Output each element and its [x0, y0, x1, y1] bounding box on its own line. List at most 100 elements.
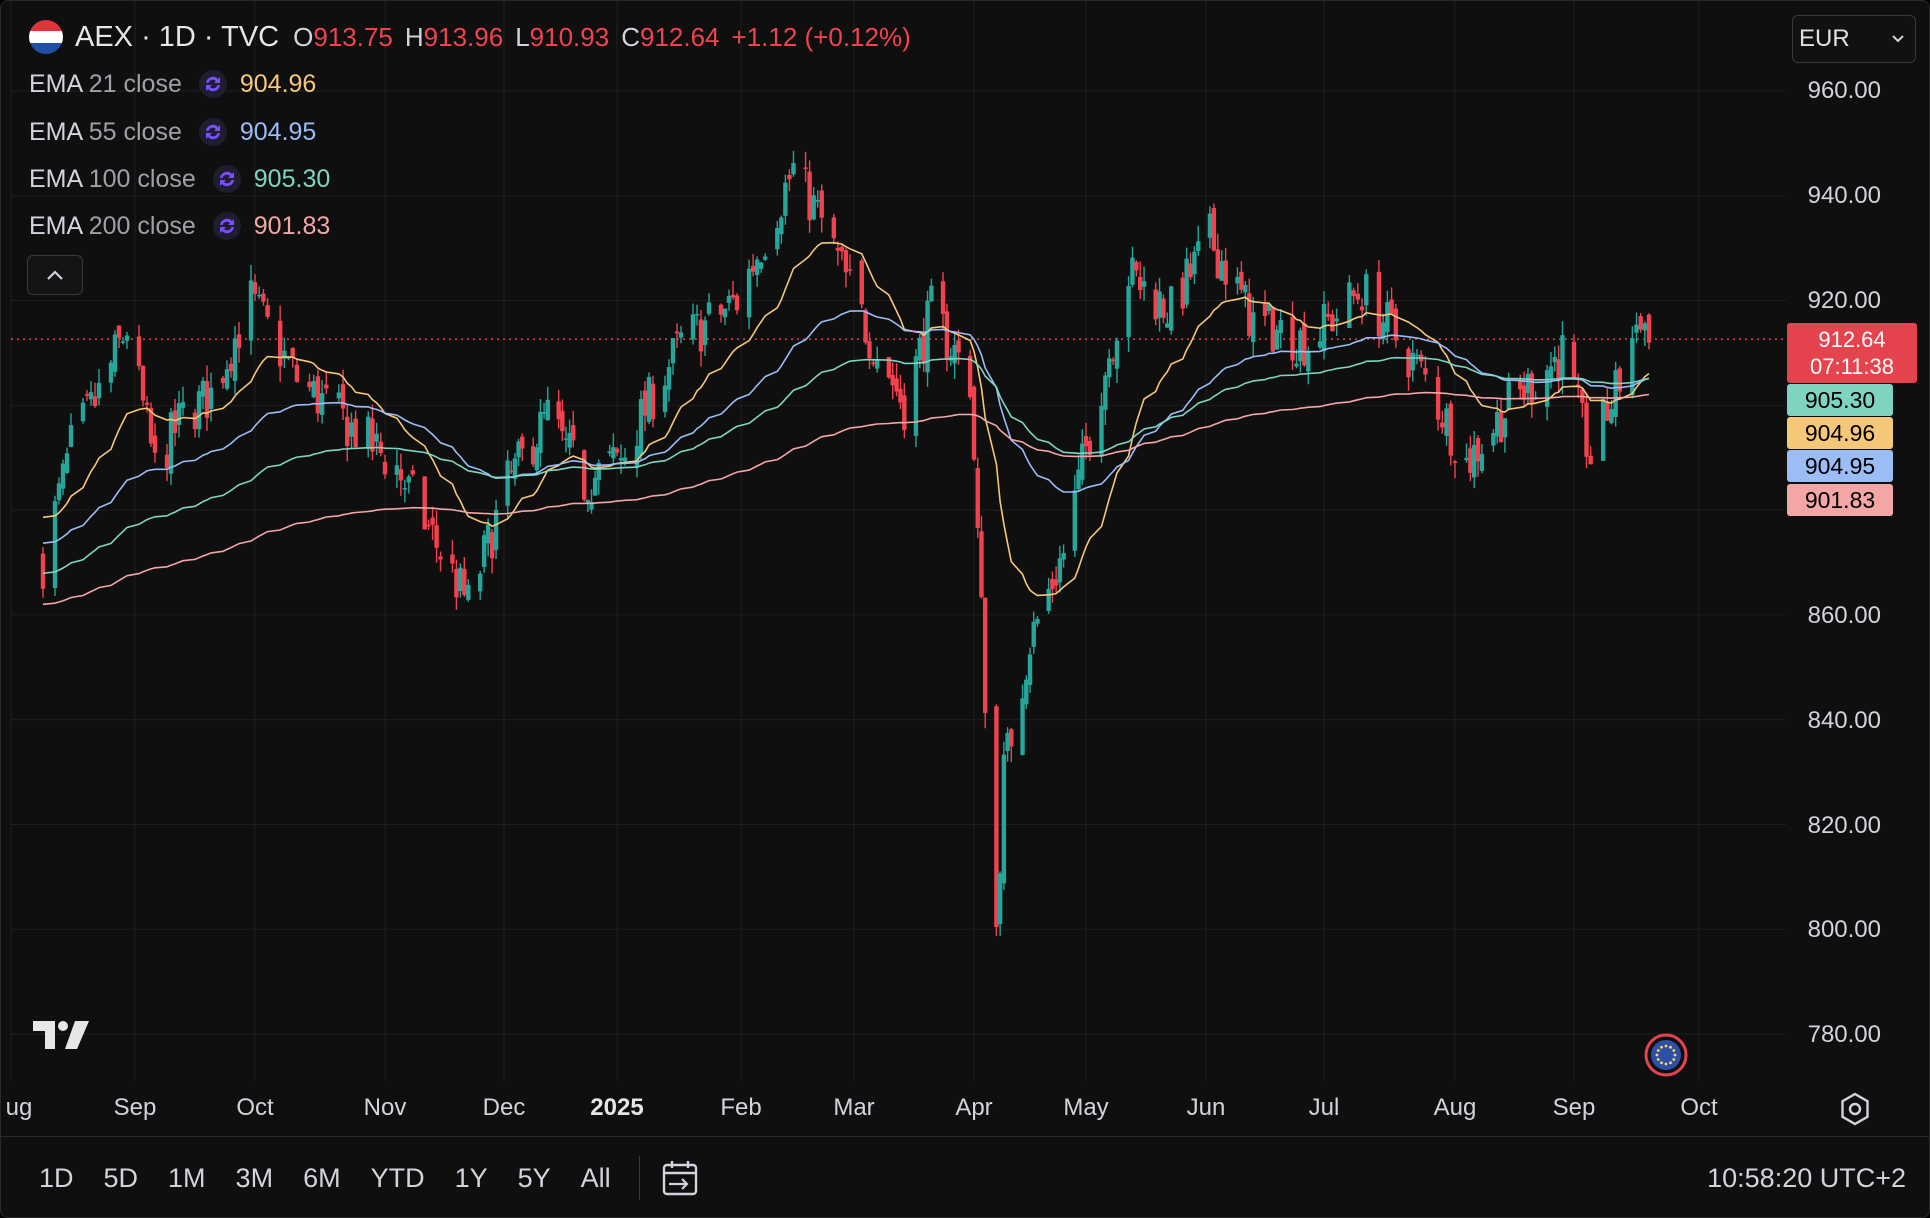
candle-body: [541, 412, 547, 414]
indicator-args: 21 close: [88, 69, 182, 98]
candle-body: [426, 524, 431, 527]
candle-body: [706, 302, 712, 314]
candle: [1207, 206, 1213, 249]
candle-body: [1410, 352, 1415, 371]
candle-body: [256, 294, 262, 297]
candle-body: [650, 383, 656, 420]
candle: [319, 379, 325, 424]
candle: [718, 303, 724, 323]
time-axis-label: Nov: [363, 1094, 407, 1121]
candle: [430, 506, 435, 541]
sync-icon[interactable]: [198, 117, 228, 147]
candle: [1262, 290, 1268, 327]
candle: [913, 349, 919, 448]
candle: [952, 331, 957, 380]
candle-body: [894, 378, 899, 392]
candle-body: [1107, 358, 1112, 378]
candle-body: [666, 367, 672, 390]
candle-body: [290, 347, 295, 358]
candle: [1223, 247, 1228, 300]
indicator-ema-55[interactable]: EMA 55 close 904.95: [29, 112, 316, 152]
candle-body: [622, 457, 628, 462]
candle: [236, 322, 242, 363]
candle: [1498, 397, 1504, 443]
indicator-args: 200 close: [88, 211, 196, 240]
range-6m-button[interactable]: 6M: [303, 1162, 341, 1193]
candle-body: [847, 269, 853, 271]
candle-body: [952, 345, 957, 364]
candle-body: [366, 416, 371, 449]
candle-body: [925, 300, 930, 373]
candle: [120, 337, 126, 345]
candle: [1046, 577, 1051, 614]
candle-body: [108, 362, 114, 383]
candle: [1035, 615, 1040, 627]
price-chart[interactable]: [1, 1, 1930, 1136]
candle: [1380, 313, 1386, 345]
candle-body: [807, 171, 812, 221]
gear-icon[interactable]: [1837, 1091, 1873, 1127]
clock-timezone[interactable]: 10:58:20 UTC+2: [1707, 1162, 1906, 1193]
candle-body: [458, 567, 463, 592]
sync-icon[interactable]: [212, 211, 242, 241]
candle-body: [1053, 579, 1059, 586]
indicator-ema-100[interactable]: EMA 100 close 905.30: [29, 159, 330, 199]
candle-body: [140, 365, 146, 401]
indicator-ema-200[interactable]: EMA 200 close 901.83: [29, 206, 330, 246]
candle-body: [1099, 405, 1104, 457]
candle-body: [803, 167, 808, 169]
range-1m-button[interactable]: 1M: [168, 1162, 206, 1193]
candle-body: [1525, 374, 1531, 394]
candle-body: [1247, 293, 1252, 336]
calendar-range-icon[interactable]: [660, 1158, 700, 1198]
tradingview-logo[interactable]: [31, 1019, 91, 1051]
candle-body: [638, 399, 644, 456]
range-all-button[interactable]: All: [580, 1162, 611, 1193]
candle: [1317, 328, 1323, 350]
range-ytd-button[interactable]: YTD: [370, 1162, 425, 1193]
indicator-ema-21[interactable]: EMA 21 close 904.96: [29, 64, 316, 104]
candle: [1168, 285, 1174, 335]
candle-body: [252, 282, 258, 294]
candle-body: [1518, 380, 1523, 390]
sync-icon[interactable]: [212, 164, 242, 194]
candle: [1302, 311, 1307, 368]
candle-body: [730, 294, 736, 298]
range-3m-button[interactable]: 3M: [235, 1162, 274, 1193]
candle-body: [394, 465, 400, 475]
candle: [1061, 544, 1066, 568]
candle-body: [913, 356, 919, 436]
candle: [80, 398, 86, 424]
candle-body: [1153, 289, 1158, 320]
candle-body: [1126, 286, 1131, 338]
candle-body: [116, 325, 122, 338]
candle-body: [571, 425, 576, 441]
candle-body: [1364, 274, 1369, 306]
range-1d-button[interactable]: 1D: [39, 1162, 74, 1193]
candle-body: [1435, 377, 1441, 420]
range-5y-button[interactable]: 5Y: [517, 1162, 551, 1193]
eu-flag-event-icon[interactable]: [1644, 1033, 1688, 1077]
candle-body: [956, 340, 961, 353]
candle: [252, 274, 258, 301]
candle-body: [1479, 454, 1485, 471]
candle: [1099, 392, 1104, 463]
range-5d-button[interactable]: 5D: [103, 1162, 139, 1193]
collapse-legend-button[interactable]: [27, 255, 83, 295]
candle-body: [489, 532, 495, 559]
candle-body: [758, 262, 764, 269]
range-1y-button[interactable]: 1Y: [454, 1162, 488, 1193]
candle-body: [791, 163, 796, 175]
candle-body: [545, 399, 550, 421]
candle-body: [585, 500, 591, 504]
candle: [336, 384, 342, 402]
candle-body: [1376, 271, 1382, 337]
sync-icon[interactable]: [198, 69, 228, 99]
indicator-value: 904.96: [239, 69, 317, 98]
candle-body: [144, 402, 150, 405]
candle-body: [1215, 249, 1220, 279]
candle: [722, 308, 728, 326]
currency-select[interactable]: EUR: [1792, 15, 1916, 63]
symbol-title[interactable]: AEX · 1D · TVC: [75, 20, 280, 53]
candle: [1103, 372, 1108, 426]
